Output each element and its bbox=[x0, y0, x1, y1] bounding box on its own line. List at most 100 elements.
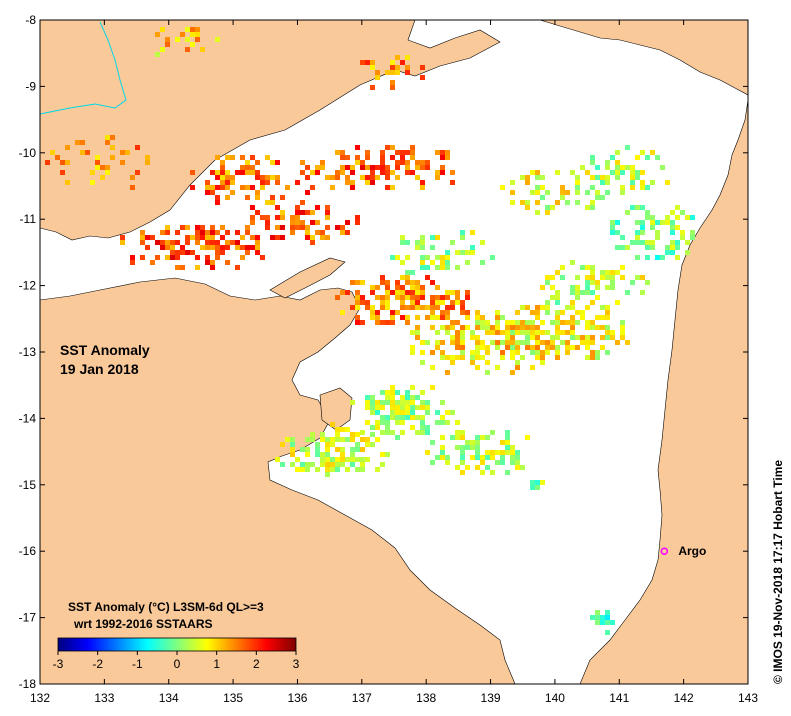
sst-pixel bbox=[195, 230, 200, 235]
sst-pixel bbox=[580, 340, 585, 345]
sst-pixel bbox=[625, 145, 630, 150]
sst-pixel bbox=[620, 245, 625, 250]
sst-pixel bbox=[435, 340, 440, 345]
sst-pixel bbox=[570, 170, 575, 175]
sst-pixel bbox=[650, 150, 655, 155]
sst-pixel bbox=[445, 265, 450, 270]
sst-pixel bbox=[400, 300, 405, 305]
sst-pixel bbox=[685, 250, 690, 255]
colorbar-tick-label: -3 bbox=[53, 657, 64, 671]
sst-pixel bbox=[500, 455, 505, 460]
sst-pixel bbox=[505, 325, 510, 330]
sst-pixel bbox=[560, 330, 565, 335]
sst-pixel bbox=[385, 70, 390, 75]
sst-pixel bbox=[525, 175, 530, 180]
sst-pixel bbox=[430, 440, 435, 445]
sst-pixel bbox=[375, 165, 380, 170]
sst-pixel bbox=[330, 442, 335, 447]
sst-pixel bbox=[515, 465, 520, 470]
sst-pixel bbox=[550, 285, 555, 290]
sst-pixel bbox=[445, 310, 450, 315]
sst-pixel bbox=[410, 425, 415, 430]
sst-pixel bbox=[80, 150, 85, 155]
sst-pixel bbox=[475, 340, 480, 345]
sst-pixel bbox=[220, 170, 225, 175]
sst-pixel bbox=[560, 190, 565, 195]
sst-pixel bbox=[395, 390, 400, 395]
sst-pixel bbox=[130, 255, 135, 260]
sst-pixel bbox=[460, 330, 465, 335]
sst-pixel bbox=[535, 350, 540, 355]
sst-pixel bbox=[670, 250, 675, 255]
sst-pixel bbox=[670, 225, 675, 230]
sst-pixel bbox=[130, 175, 135, 180]
sst-pixel bbox=[590, 265, 595, 270]
sst-pixel bbox=[310, 220, 315, 225]
sst-pixel bbox=[330, 457, 335, 462]
sst-pixel bbox=[455, 345, 460, 350]
sst-pixel bbox=[550, 340, 555, 345]
sst-pixel bbox=[355, 320, 360, 325]
sst-pixel bbox=[385, 425, 390, 430]
sst-pixel bbox=[60, 170, 65, 175]
sst-pixel bbox=[475, 315, 480, 320]
sst-pixel bbox=[590, 270, 595, 275]
sst-pixel bbox=[590, 355, 595, 360]
sst-pixel bbox=[610, 170, 615, 175]
sst-pixel bbox=[480, 320, 485, 325]
sst-pixel bbox=[545, 350, 550, 355]
sst-pixel bbox=[655, 230, 660, 235]
sst-pixel bbox=[540, 480, 545, 485]
sst-pixel bbox=[420, 340, 425, 345]
sst-pixel bbox=[390, 70, 395, 75]
sst-pixel bbox=[610, 280, 615, 285]
sst-pixel bbox=[105, 170, 110, 175]
sst-pixel bbox=[295, 225, 300, 230]
sst-pixel bbox=[540, 185, 545, 190]
sst-pixel bbox=[565, 350, 570, 355]
sst-pixel bbox=[205, 190, 210, 195]
sst-pixel bbox=[425, 400, 430, 405]
sst-pixel bbox=[350, 452, 355, 457]
sst-pixel bbox=[615, 270, 620, 275]
sst-pixel bbox=[395, 295, 400, 300]
sst-pixel bbox=[615, 175, 620, 180]
sst-pixel bbox=[230, 175, 235, 180]
sst-pixel bbox=[510, 330, 515, 335]
sst-pixel bbox=[470, 330, 475, 335]
sst-pixel bbox=[555, 355, 560, 360]
sst-pixel bbox=[440, 260, 445, 265]
sst-pixel bbox=[485, 435, 490, 440]
sst-pixel bbox=[655, 220, 660, 225]
sst-pixel bbox=[615, 150, 620, 155]
sst-pixel bbox=[600, 345, 605, 350]
sst-pixel bbox=[515, 455, 520, 460]
sst-pixel bbox=[555, 350, 560, 355]
sst-pixel bbox=[440, 165, 445, 170]
sst-pixel bbox=[530, 350, 535, 355]
sst-pixel bbox=[450, 410, 455, 415]
sst-pixel bbox=[435, 150, 440, 155]
sst-pixel bbox=[615, 160, 620, 165]
legend-title: SST Anomaly (°C) L3SM-6d QL>=3 bbox=[68, 600, 264, 614]
sst-pixel bbox=[420, 265, 425, 270]
sst-pixel bbox=[630, 240, 635, 245]
sst-pixel bbox=[410, 145, 415, 150]
sst-pixel bbox=[625, 210, 630, 215]
sst-pixel bbox=[460, 430, 465, 435]
sst-pixel bbox=[360, 165, 365, 170]
sst-pixel bbox=[445, 455, 450, 460]
sst-pixel bbox=[420, 405, 425, 410]
sst-pixel bbox=[240, 245, 245, 250]
sst-pixel bbox=[675, 205, 680, 210]
sst-pixel bbox=[435, 315, 440, 320]
sst-pixel bbox=[230, 155, 235, 160]
sst-pixel bbox=[345, 155, 350, 160]
sst-pixel bbox=[310, 185, 315, 190]
sst-pixel bbox=[445, 250, 450, 255]
sst-pixel bbox=[310, 210, 315, 215]
sst-pixel bbox=[240, 185, 245, 190]
sst-pixel bbox=[385, 390, 390, 395]
sst-pixel bbox=[565, 340, 570, 345]
sst-pixel bbox=[310, 462, 315, 467]
